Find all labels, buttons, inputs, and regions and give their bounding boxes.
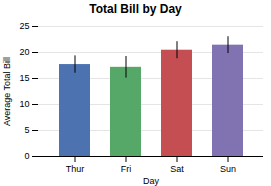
svg-text:Sat: Sat <box>170 164 184 174</box>
svg-text:25: 25 <box>19 21 29 31</box>
svg-text:Sun: Sun <box>220 164 236 174</box>
svg-text:Day: Day <box>143 176 160 186</box>
svg-text:15: 15 <box>19 73 29 83</box>
svg-text:Fri: Fri <box>121 164 132 174</box>
svg-text:Thur: Thur <box>66 164 85 174</box>
svg-text:Average Total Bill: Average Total Bill <box>2 57 12 126</box>
svg-text:20: 20 <box>19 47 29 57</box>
html-text:Total Bill by Day: Total Bill by Day <box>89 2 182 16</box>
svg-text:0: 0 <box>24 151 29 161</box>
svg-text:10: 10 <box>19 99 29 109</box>
svg-text:5: 5 <box>24 125 29 135</box>
